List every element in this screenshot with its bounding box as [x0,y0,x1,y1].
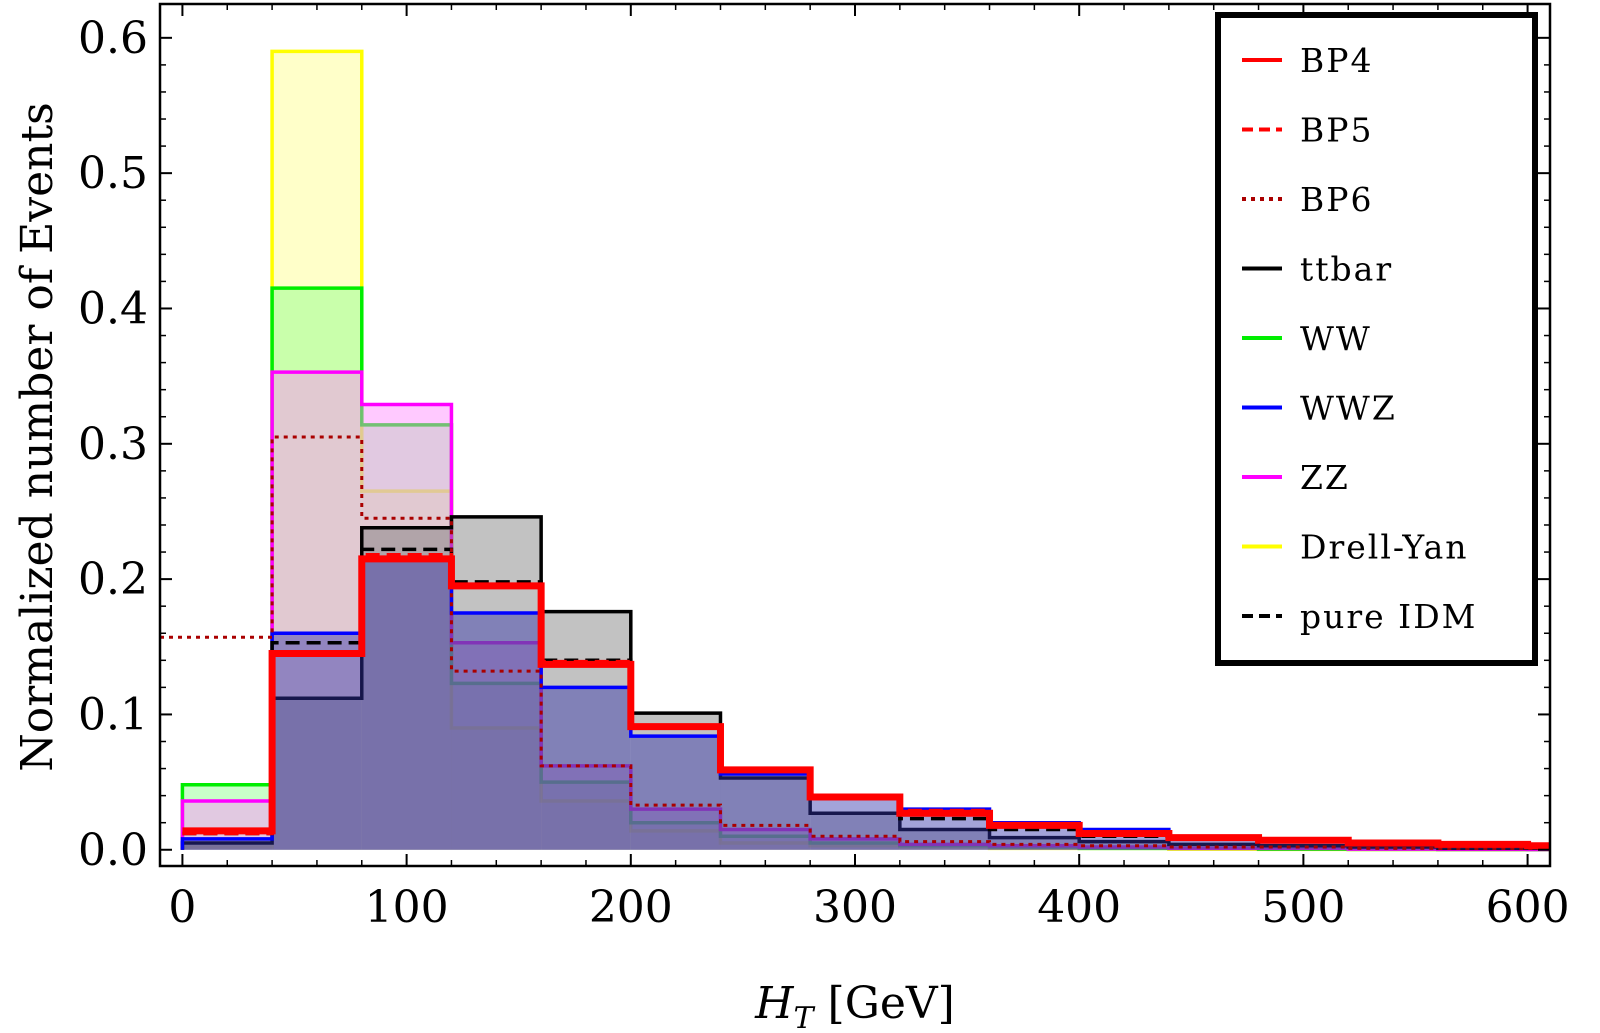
bar-wwz-7 [810,795,900,850]
x-tick-label: 300 [813,882,897,933]
bar-ww-1 [272,288,362,850]
x-axis-title-main: H [754,978,795,1029]
series-bp4 [182,555,1550,850]
bar-ttbar-11 [1168,844,1259,850]
legend-item-bp4: BP4 [1242,41,1373,80]
bar-wwz-2 [361,558,452,850]
bar-wwz-5 [630,736,721,850]
series-zz [180,370,1550,852]
bar-drell-yan-5 [630,830,721,850]
bar-ttbar-3 [451,516,542,850]
legend-item-pure-idm: pure IDM [1242,597,1477,636]
bar-ww-3 [451,683,542,850]
x-tick-label: 200 [589,882,673,933]
x-axis-title-unit: [GeV] [814,978,955,1029]
bar-drell-yan-3 [451,727,542,850]
bar-wwz-3 [451,612,542,850]
legend-label-drell-yan: Drell-Yan [1300,528,1469,567]
bar-ttbar-6 [720,778,811,850]
bar-drell-yan-6 [720,842,811,850]
legend: BP4 BP5 BP6 ttbar WW WWZ ZZ Drell-Yan pure IDM [1215,12,1538,666]
bar-zz-5 [630,809,721,850]
line-bp4 [182,555,1550,850]
line-bp6 [160,435,1550,850]
bar-zz-6 [720,829,811,850]
bar-ww-4 [541,782,631,850]
bar-ww-8 [899,845,990,850]
x-tick-label: 100 [365,882,449,933]
bar-ttbar-4 [541,611,631,850]
line-zz [180,370,1550,852]
bar-wwz-0 [182,838,273,850]
bar-zz-8 [899,844,990,850]
legend-item-drell-yan: Drell-Yan [1242,528,1469,567]
legend-label-bp5: BP5 [1300,111,1373,150]
bar-drell-yan-7 [810,845,900,850]
y-axis-title: Normalized number of Events [12,102,63,772]
bar-ww-6 [720,836,811,850]
y-tick-label: 0.1 [78,689,148,740]
x-tick-label: 0 [168,882,196,933]
y-tick-label: 0.5 [78,148,148,199]
bar-ttbar-9 [989,837,1080,850]
series-ww [180,286,1550,852]
legend-item-ttbar: ttbar [1242,250,1393,289]
y-tick-label: 0.3 [78,419,148,470]
legend-label-pure-idm: pure IDM [1300,597,1477,636]
bar-wwz-12 [1258,838,1349,850]
bar-drell-yan-4 [541,801,631,850]
y-tick-label: 0.6 [78,13,148,64]
bar-wwz-1 [272,633,362,850]
legend-label-zz: ZZ [1300,458,1350,497]
bar-ttbar-12 [1258,845,1349,850]
x-axis-title: HT [GeV] [754,978,955,1033]
bar-ttbar-8 [899,829,990,850]
bar-zz-4 [541,765,631,850]
legend-item-zz: ZZ [1242,458,1350,497]
x-tick-label: 500 [1261,882,1345,933]
y-tick-label: 0.4 [78,283,148,334]
legend-item-bp5: BP5 [1242,111,1373,150]
bar-zz-9 [989,845,1080,850]
bar-wwz-4 [541,687,631,850]
bar-ttbar-0 [182,842,273,850]
x-axis-title-sub: T [794,1001,816,1033]
bar-ww-2 [361,424,452,850]
bar-wwz-6 [720,773,811,850]
legend-label-wwz: WWZ [1300,389,1397,428]
bar-ttbar-1 [272,698,362,850]
bar-ttbar-7 [810,813,900,850]
bar-zz-7 [810,838,900,850]
series-ttbar [180,515,1550,851]
series-layer [160,49,1550,852]
series-bp6 [160,435,1550,850]
bar-drell-yan-1 [272,51,362,850]
x-tick-label: 600 [1486,882,1570,933]
axis-ticks: 0 100 200 300 400 500 600 0.0 0.1 0.2 0.3 0.4 0.5 0.6 [78,4,1570,933]
bar-ww-5 [630,822,721,850]
legend-item-ww: WW [1242,319,1372,358]
y-tick-label: 0.0 [78,825,148,876]
legend-label-bp6: BP6 [1300,180,1373,219]
x-tick-label: 400 [1037,882,1121,933]
bar-zz-3 [451,642,542,850]
legend-item-bp6: BP6 [1242,180,1373,219]
bar-zz-2 [361,404,452,850]
legend-label-bp4: BP4 [1300,41,1373,80]
legend-label-ww: WW [1300,319,1372,358]
bar-zz-1 [272,372,362,850]
bar-ttbar-10 [1079,841,1169,850]
bar-ttbar-2 [361,527,452,850]
legend-label-ttbar: ttbar [1300,250,1393,289]
legend-item-wwz: WWZ [1242,389,1397,428]
bar-ww-7 [810,842,900,850]
y-tick-label: 0.2 [78,554,148,605]
